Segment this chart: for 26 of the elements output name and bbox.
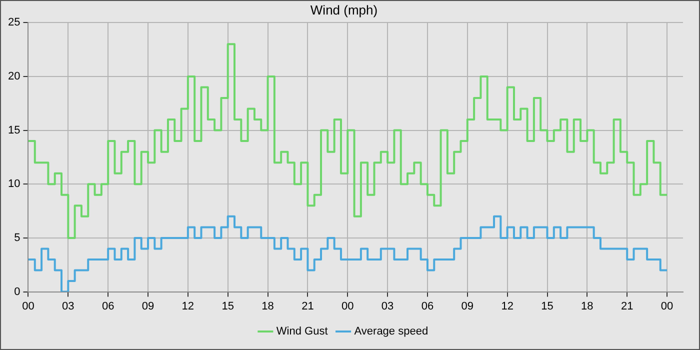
y-tick-label: 10 [8, 178, 20, 190]
chart-title: Wind (mph) [310, 2, 378, 18]
x-tick-label: 21 [620, 300, 634, 312]
y-tick-label: 25 [8, 16, 20, 29]
x-tick-label: 12 [501, 300, 514, 312]
x-tick-label: 18 [581, 300, 594, 312]
x-tick-label: 09 [461, 300, 474, 312]
y-tick-label: 0 [14, 286, 20, 298]
y-tick-label: 20 [8, 70, 20, 82]
x-tick-label: 03 [62, 300, 74, 312]
y-tick-label: 5 [14, 232, 20, 244]
x-tick-label: 00 [342, 300, 354, 312]
x-tick-label: 09 [142, 300, 154, 312]
x-tick-label: 21 [302, 300, 314, 312]
x-tick-label: 06 [421, 300, 434, 312]
x-tick-label: 15 [222, 300, 234, 312]
x-tick-label: 12 [182, 300, 194, 312]
legend-label: Wind Gust [276, 326, 328, 338]
x-tick-label: 06 [102, 300, 114, 312]
x-tick-label: 15 [541, 300, 554, 312]
y-tick-label: 15 [8, 124, 20, 136]
x-tick-label: 03 [381, 300, 394, 312]
x-tick-label: 00 [660, 300, 674, 312]
legend-label: Average speed [354, 326, 428, 338]
x-tick-label: 00 [22, 300, 34, 312]
x-tick-label: 18 [262, 300, 274, 312]
